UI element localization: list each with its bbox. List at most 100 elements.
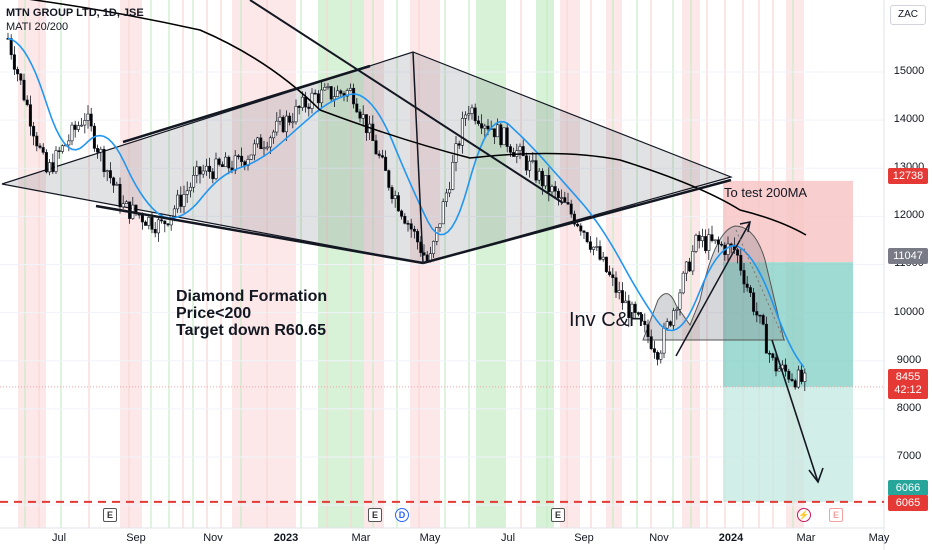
x-tick-label: Mar xyxy=(351,532,371,544)
candle-body xyxy=(54,150,58,173)
candle-body xyxy=(720,243,724,246)
candle-body xyxy=(166,223,170,226)
y-tick-label: 10000 xyxy=(893,305,925,318)
candle-body xyxy=(713,239,717,242)
candle-body xyxy=(198,166,202,175)
candle-body xyxy=(758,314,762,317)
candle-body xyxy=(201,170,205,175)
candle-body xyxy=(588,241,592,250)
candle-body xyxy=(627,300,631,318)
candle-body xyxy=(150,216,154,230)
candle-body xyxy=(576,223,580,227)
candle-body xyxy=(524,155,528,171)
candle-body xyxy=(25,99,29,105)
flash-event-icon[interactable]: ⚡ xyxy=(797,508,811,522)
candle-body xyxy=(51,162,55,173)
candle-body xyxy=(284,115,288,133)
candle-body xyxy=(646,324,650,337)
candle-body xyxy=(736,249,740,256)
candle-body xyxy=(320,89,324,104)
candle-body xyxy=(672,310,676,326)
earnings-event-icon[interactable]: E xyxy=(551,508,565,522)
candle-body xyxy=(355,103,359,113)
candle-body xyxy=(531,160,535,162)
candle-body xyxy=(480,123,484,129)
candle-body xyxy=(227,156,231,169)
diamond-upper-left-line xyxy=(122,64,371,144)
candle-body xyxy=(518,146,522,151)
candle-body xyxy=(457,143,461,146)
candle-body xyxy=(476,120,480,124)
candle-body xyxy=(281,116,285,133)
candle-body xyxy=(156,219,160,234)
candle-body xyxy=(300,96,304,108)
candle-body xyxy=(332,96,336,100)
x-tick-label: Jul xyxy=(51,532,67,544)
candle-body xyxy=(582,230,586,233)
candle-body xyxy=(569,203,573,215)
candle-body xyxy=(566,202,570,205)
currency-button[interactable]: ZAC xyxy=(890,5,926,25)
candle-body xyxy=(204,165,208,172)
candle-body xyxy=(537,170,541,181)
candle-body xyxy=(364,114,368,134)
candle-body xyxy=(124,201,128,204)
bar-countdown: 42:12 xyxy=(894,384,922,396)
candle-body xyxy=(739,254,743,271)
candle-body xyxy=(425,254,429,261)
candle-body xyxy=(179,194,183,207)
dividend-event-icon[interactable]: D xyxy=(395,508,409,522)
candle-body xyxy=(752,292,756,312)
x-tick-label: Nov xyxy=(649,532,669,544)
candle-body xyxy=(160,219,164,222)
candle-body xyxy=(441,201,445,225)
candle-body xyxy=(99,148,103,153)
candle-body xyxy=(444,192,448,202)
dotted-projection xyxy=(735,229,785,341)
candle-body xyxy=(89,113,93,127)
candle-body xyxy=(467,113,471,116)
candle-body xyxy=(796,369,800,388)
earnings-event-icon[interactable]: E xyxy=(103,508,117,522)
y-tick-label: 15000 xyxy=(893,65,925,77)
candle-body xyxy=(371,123,375,141)
x-tick-label: Nov xyxy=(203,532,223,544)
candle-body xyxy=(211,171,215,180)
candle-body xyxy=(275,120,279,133)
profit-zone xyxy=(723,386,853,502)
candle-body xyxy=(496,124,500,138)
candle-body xyxy=(454,143,458,163)
earnings-event-icon[interactable]: E xyxy=(829,508,843,522)
candle-body xyxy=(665,321,669,329)
annotation-diamond-line2: Price<200 xyxy=(176,305,252,322)
candle-body xyxy=(787,370,791,380)
candle-body xyxy=(768,352,772,355)
earnings-event-icon[interactable]: E xyxy=(368,508,382,522)
candle-body xyxy=(217,158,221,165)
candle-body xyxy=(499,124,503,146)
ma200-line xyxy=(29,0,807,236)
candle-body xyxy=(185,190,189,195)
rally-arrowhead xyxy=(739,221,751,233)
candle-body xyxy=(121,203,125,208)
candle-body xyxy=(128,201,132,219)
annotation-inv-ch: Inv C&H xyxy=(569,309,644,331)
price-label-target-top: 12738 xyxy=(888,168,928,184)
candle-body xyxy=(387,170,391,188)
candle-body xyxy=(377,153,381,156)
candle-body xyxy=(521,146,525,157)
candle-body xyxy=(550,186,554,193)
candle-body xyxy=(483,125,487,129)
candle-body xyxy=(729,243,733,246)
candle-body xyxy=(617,290,621,293)
candle-body xyxy=(534,160,538,181)
candle-body xyxy=(492,128,496,138)
candle-body xyxy=(73,124,77,130)
candle-body xyxy=(716,239,720,245)
x-tick-label: Mar xyxy=(796,532,816,544)
y-tick-label: 14000 xyxy=(893,113,925,126)
candle-body xyxy=(188,186,192,192)
candle-body xyxy=(553,186,557,192)
candle-body xyxy=(640,314,644,322)
